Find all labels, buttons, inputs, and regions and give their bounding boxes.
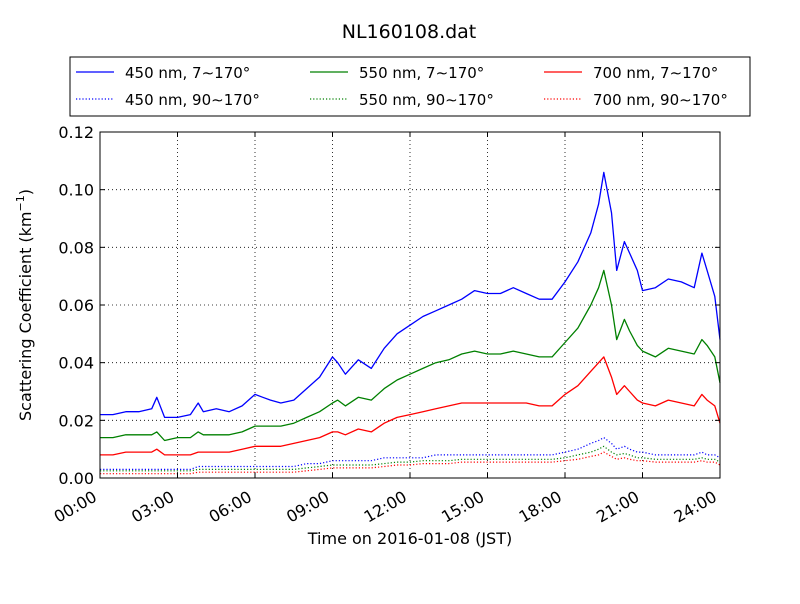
legend-label-3: 450 nm, 90∼170° [125, 91, 260, 109]
x-tick-label: 03:00 [128, 487, 177, 527]
x-tick-label: 15:00 [438, 487, 487, 527]
series-line-4 [100, 445, 721, 472]
y-tick-label: 0.02 [58, 411, 94, 430]
y-axis-label-superscript: −1 [14, 195, 27, 211]
ticks [99, 131, 721, 479]
x-tick-label: 06:00 [206, 487, 255, 527]
y-axis-label: Scattering Coefficient (km−1) [14, 189, 35, 421]
legend-box [69, 56, 751, 117]
grid-lines [100, 132, 720, 478]
y-axis-label-close: ) [16, 189, 35, 195]
series-line-0 [100, 171, 721, 419]
legend-label-2: 700 nm, 7∼170° [593, 64, 718, 82]
x-tick-label: 21:00 [593, 487, 642, 527]
y-tick-label: 0.10 [58, 181, 94, 200]
chart-title: NL160108.dat [342, 21, 477, 43]
series-layer [100, 171, 721, 475]
series-line-2 [100, 356, 721, 456]
legend-label-0: 450 nm, 7∼170° [125, 64, 250, 82]
series-line-1 [100, 269, 721, 442]
series-line-3 [100, 437, 721, 470]
y-tick-label: 0.06 [58, 296, 94, 315]
series-line-5 [100, 451, 721, 475]
y-tick-label: 0.12 [58, 123, 94, 142]
x-tick-label: 09:00 [283, 487, 332, 527]
legend-label-4: 550 nm, 90∼170° [359, 91, 494, 109]
y-tick-label: 0.00 [58, 469, 94, 488]
y-axis-label-main: Scattering Coefficient (km [16, 211, 35, 421]
legend-label-5: 700 nm, 90∼170° [593, 91, 728, 109]
legend: 450 nm, 7∼170° 550 nm, 7∼170° 700 nm, 7∼17… [69, 56, 751, 117]
y-tick-label: 0.08 [58, 238, 94, 257]
x-axis-label: Time on 2016-01-08 (JST) [307, 529, 512, 548]
legend-label-1: 550 nm, 7∼170° [359, 64, 484, 82]
x-tick-label: 18:00 [516, 487, 565, 527]
y-tick-label: 0.04 [58, 354, 94, 373]
x-tick-label: 00:00 [51, 487, 100, 527]
x-tick-label: 12:00 [361, 487, 410, 527]
x-tick-label: 24:00 [671, 487, 720, 527]
